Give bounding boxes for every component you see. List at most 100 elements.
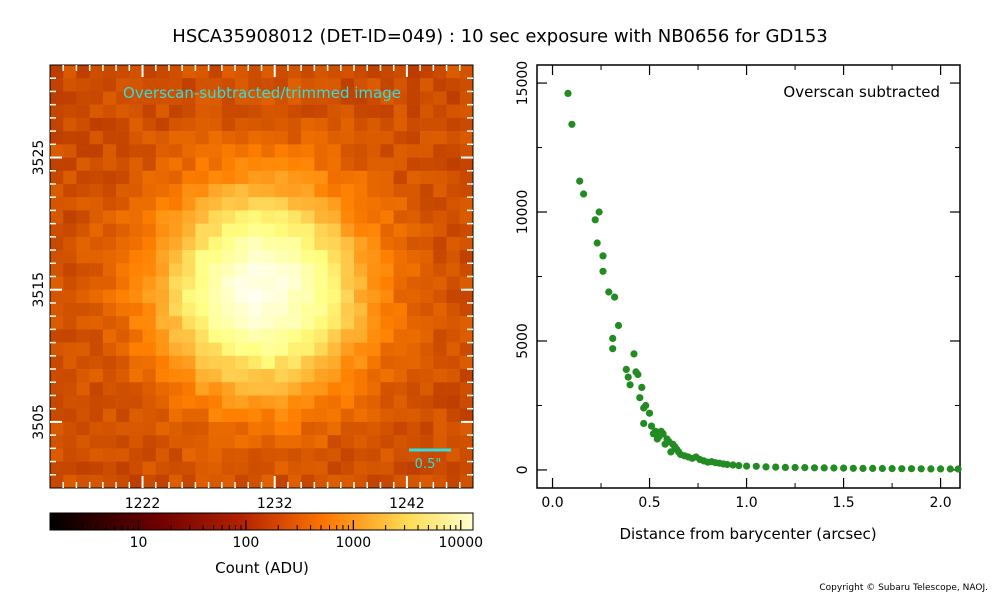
image-pixel <box>235 395 249 409</box>
image-pixel <box>446 236 461 251</box>
image-pixel <box>248 104 262 119</box>
image-pixel <box>168 461 183 476</box>
image-pixel <box>327 461 342 476</box>
image-pixel <box>129 435 143 449</box>
image-pixel <box>301 210 315 224</box>
image-pixel <box>235 421 249 436</box>
image-pixel <box>301 263 315 277</box>
profile-point <box>729 461 737 469</box>
image-pixel <box>420 276 434 291</box>
image-pixel <box>248 461 262 476</box>
image-pixel <box>89 421 104 436</box>
image-pixel <box>420 170 434 185</box>
image-pixel <box>63 157 77 172</box>
image-pixel <box>314 461 328 476</box>
image-pixel <box>380 65 394 79</box>
image-pixel <box>102 104 117 119</box>
image-pixel <box>182 289 196 304</box>
image-pixel <box>102 289 117 304</box>
image-pixel <box>301 461 315 476</box>
profile-point <box>634 370 642 379</box>
image-pixel <box>367 395 381 409</box>
image-pixel <box>63 302 77 317</box>
image-pixel <box>287 382 302 396</box>
image-pixel <box>433 65 447 79</box>
image-pixel <box>195 395 209 409</box>
image-pixel <box>327 289 342 304</box>
image-pixel <box>274 144 289 158</box>
image-pixel <box>221 117 236 132</box>
image-pixel <box>340 250 355 264</box>
image-pixel <box>63 78 77 92</box>
image-pixel <box>182 65 196 79</box>
image-pixel <box>287 461 302 476</box>
image-pixel <box>89 65 104 79</box>
image-pixel <box>195 421 209 436</box>
image-pixel <box>195 316 209 330</box>
image-pixel <box>287 144 302 158</box>
image-pixel <box>459 329 474 343</box>
image-pixel <box>76 236 90 251</box>
image-pixel <box>235 117 249 132</box>
image-pixel <box>287 131 302 145</box>
image-x-tick-label: 1242 <box>389 496 425 512</box>
image-pixel <box>393 289 408 304</box>
image-pixel <box>76 170 90 185</box>
profile-point <box>801 464 809 472</box>
image-pixel <box>168 117 183 132</box>
image-pixel <box>235 78 249 92</box>
image-pixel <box>129 250 143 264</box>
image-pixel <box>446 474 461 489</box>
image-pixel <box>314 316 328 330</box>
image-pixel <box>367 408 381 423</box>
image-pixel <box>393 117 408 132</box>
image-pixel <box>208 250 223 264</box>
image-pixel <box>182 382 196 396</box>
image-pixel <box>76 316 90 330</box>
image-pixel <box>314 104 328 119</box>
image-pixel <box>406 342 421 357</box>
image-pixel <box>446 197 461 211</box>
image-pixel <box>116 263 130 277</box>
image-pixel <box>116 369 130 383</box>
image-pixel <box>235 382 249 396</box>
image-pixel <box>393 263 408 277</box>
image-pixel <box>314 223 328 238</box>
image-pixel <box>142 408 157 423</box>
image-pixel <box>261 342 276 357</box>
image-pixel <box>367 183 381 198</box>
image-pixel <box>142 170 157 185</box>
image-pixel <box>406 250 421 264</box>
image-pixel <box>76 382 90 396</box>
image-pixel <box>182 183 196 198</box>
image-pixel <box>168 302 183 317</box>
image-pixel <box>301 65 315 79</box>
image-pixel <box>168 263 183 277</box>
image-pixel <box>446 144 461 158</box>
image-pixel <box>327 157 342 172</box>
profile-point <box>937 465 945 473</box>
image-pixel <box>367 223 381 238</box>
image-pixel <box>235 276 249 291</box>
image-pixel <box>301 342 315 357</box>
image-pixel <box>420 302 434 317</box>
image-pixel <box>393 236 408 251</box>
image-pixel <box>89 461 104 476</box>
image-pixel <box>182 144 196 158</box>
image-pixel <box>314 157 328 172</box>
image-pixel <box>327 170 342 185</box>
image-pixel <box>195 263 209 277</box>
image-pixel <box>314 302 328 317</box>
image-pixel <box>420 210 434 224</box>
image-pixel <box>221 104 236 119</box>
profile-y-tick-label: 0 <box>515 465 531 474</box>
image-pixel <box>50 474 64 489</box>
image-pixel <box>182 157 196 172</box>
image-pixel <box>182 78 196 92</box>
image-pixel <box>354 144 368 158</box>
image-pixel <box>63 382 77 396</box>
image-pixel <box>102 448 117 462</box>
image-pixel <box>89 131 104 145</box>
image-pixel <box>420 223 434 238</box>
